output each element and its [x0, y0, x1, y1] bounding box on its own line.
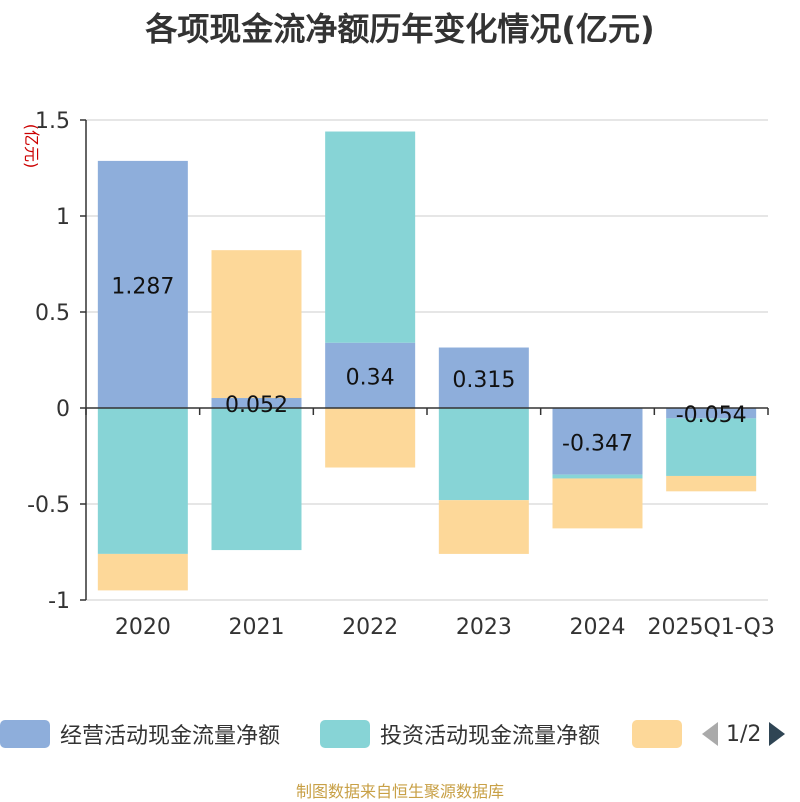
- bar-1-2023: [438, 408, 529, 501]
- bar-1-2021: [211, 408, 302, 551]
- value-label: -0.054: [676, 403, 747, 428]
- bar-0-2021: [211, 398, 302, 408]
- bar-0-2025Q1-Q3: [666, 408, 757, 419]
- legend-swatch-financing: [632, 720, 682, 748]
- bar-2-2020: [97, 553, 188, 591]
- bar-0-2020: [97, 160, 188, 408]
- legend-swatch-operating: [0, 720, 50, 748]
- legend: 经营活动现金流量净额 投资活动现金流量净额 1/2: [0, 716, 800, 752]
- chart-title: 各项现金流净额历年变化情况(亿元): [145, 10, 655, 48]
- prev-page-icon[interactable]: [700, 720, 720, 748]
- bar-0-2023: [438, 347, 529, 408]
- value-label: 1.287: [111, 274, 174, 299]
- x-tick-label: 2022: [342, 615, 398, 640]
- bar-2-2021: [211, 250, 302, 399]
- value-label: -0.347: [562, 431, 633, 456]
- y-tick-label: 0: [56, 397, 70, 422]
- bar-2-2023: [438, 500, 529, 554]
- stacked-bar-chart: 1.5 1 0.5 0 -0.5 -1 (亿元) 2020 2021 2022 2023 2024 20…: [22, 109, 775, 640]
- bar-0-2024: [552, 408, 643, 475]
- legend-item-operating[interactable]: 经营活动现金流量净额: [0, 716, 280, 752]
- x-tick-label: 2024: [570, 615, 626, 640]
- y-axis-label: (亿元): [22, 124, 41, 169]
- legend-swatch-investing: [320, 720, 370, 748]
- y-tick-label: 0.5: [35, 301, 70, 326]
- y-tick-label: -1: [48, 589, 70, 614]
- x-tick-label: 2025Q1-Q3: [647, 615, 774, 640]
- legend-label-investing: 投资活动现金流量净额: [380, 724, 601, 749]
- x-tick-label: 2023: [456, 615, 512, 640]
- bar-0-2022: [325, 342, 416, 408]
- bar-1-2024: [552, 474, 643, 479]
- value-label: 0.052: [225, 393, 288, 418]
- x-tick-label: 2020: [115, 615, 171, 640]
- bar-1-2020: [97, 408, 188, 554]
- y-tick-label: 1.5: [35, 109, 70, 134]
- legend-item-financing[interactable]: [632, 716, 692, 752]
- legend-pager: 1/2: [700, 716, 787, 752]
- bars: [97, 131, 757, 591]
- bar-2-2022: [325, 408, 416, 468]
- y-tick-label: 1: [56, 205, 70, 230]
- bar-2-2025Q1-Q3: [666, 475, 757, 492]
- bar-2-2024: [552, 478, 643, 529]
- x-tick-label: 2021: [229, 615, 285, 640]
- bar-1-2022: [325, 131, 416, 343]
- legend-label-operating: 经营活动现金流量净额: [60, 724, 281, 749]
- value-label: 0.34: [346, 365, 395, 390]
- bar-1-2025Q1-Q3: [666, 418, 757, 476]
- next-page-icon[interactable]: [767, 720, 787, 748]
- labels: 1.287 0.052 0.34 0.315 -0.347 -0.054: [111, 274, 746, 456]
- data-source-note: 制图数据来自恒生聚源数据库: [295, 782, 504, 801]
- value-label: 0.315: [452, 368, 515, 393]
- grid-lines: [86, 119, 768, 601]
- legend-page-indicator: 1/2: [726, 721, 762, 747]
- y-tick-label: -0.5: [27, 493, 70, 518]
- legend-item-investing[interactable]: 投资活动现金流量净额: [320, 716, 600, 752]
- axes: 1.5 1 0.5 0 -0.5 -1 (亿元) 2020 2021 2022 2023 2024 20…: [22, 109, 775, 640]
